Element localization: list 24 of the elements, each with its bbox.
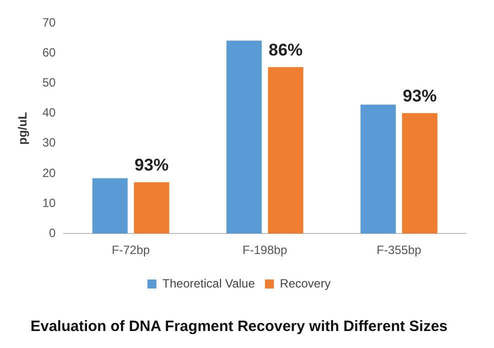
annotation: 86%: [268, 40, 303, 60]
annotation: 93%: [134, 155, 169, 174]
x-tick-label: F-355bp: [376, 243, 422, 258]
annotation: 93%: [402, 86, 437, 106]
y-tick-label: 20: [42, 166, 56, 180]
legend-label: Recovery: [280, 276, 331, 290]
x-tick-label: F-72bp: [112, 243, 150, 258]
bar: [268, 67, 304, 234]
y-tick-label: 60: [42, 46, 56, 60]
y-tick-label: 70: [42, 16, 56, 30]
y-tick-label: 10: [42, 196, 56, 210]
bar: [92, 178, 128, 234]
legend-label: Theoretical Value: [162, 276, 256, 290]
bar: [226, 40, 262, 234]
y-tick-label: 50: [42, 76, 56, 90]
bar: [134, 182, 170, 234]
x-tick-label: F-198bp: [242, 243, 288, 258]
text: Evaluation of DNA Fragment Recovery with Different Sizes: [30, 318, 448, 336]
bar: [402, 113, 438, 234]
y-axis-title: pg/uL: [16, 112, 30, 145]
y-tick-label: 40: [42, 106, 56, 120]
bar: [360, 104, 396, 234]
y-tick-label: 0: [49, 226, 56, 240]
y-tick-label: 30: [42, 136, 56, 150]
